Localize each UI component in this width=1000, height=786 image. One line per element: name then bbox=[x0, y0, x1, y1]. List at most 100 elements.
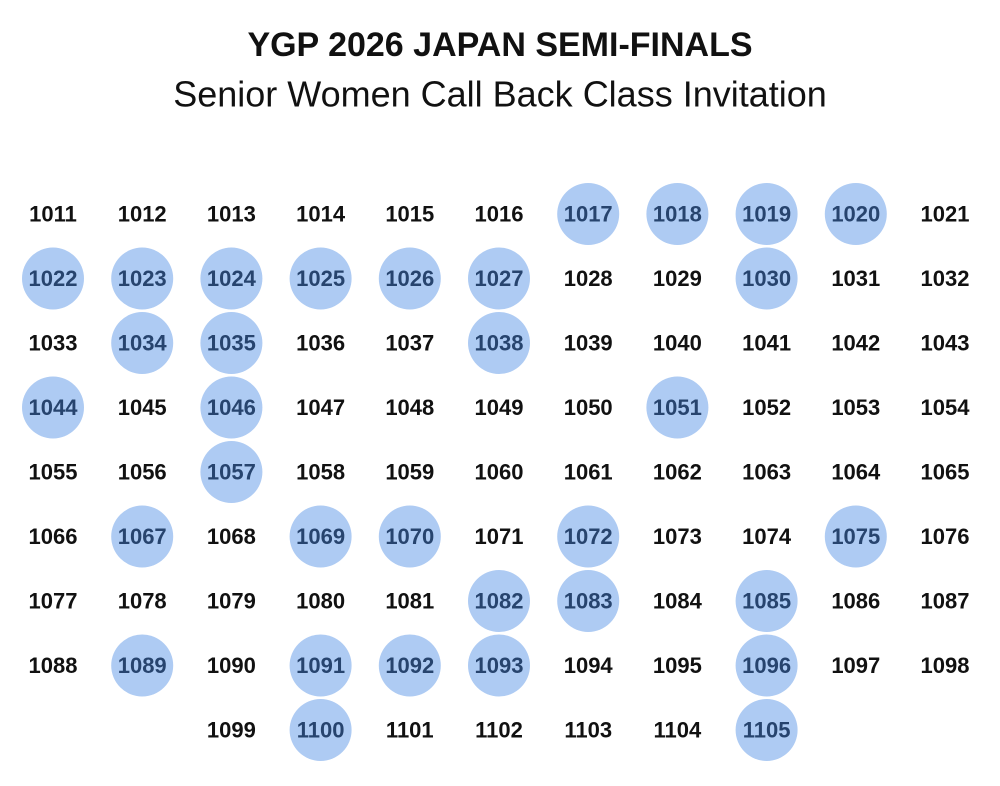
entry-number: 1049 bbox=[475, 395, 524, 420]
entry-number: 1053 bbox=[831, 395, 880, 420]
entry-number: 1078 bbox=[118, 589, 167, 614]
entry-number: 1056 bbox=[118, 460, 167, 485]
entry-number: 1095 bbox=[653, 653, 702, 678]
entry-number: 1102 bbox=[475, 718, 523, 743]
entry-number: 1087 bbox=[921, 589, 970, 614]
invited-highlight bbox=[289, 247, 352, 310]
entry-number: 1096 bbox=[742, 653, 791, 678]
entry-number: 1012 bbox=[118, 202, 167, 227]
invited-highlight bbox=[824, 183, 887, 245]
invited-highlight bbox=[289, 699, 352, 761]
entry-number: 1058 bbox=[296, 460, 345, 485]
invited-highlight bbox=[468, 312, 530, 374]
entry-number: 1051 bbox=[653, 395, 702, 420]
entry-number: 1069 bbox=[296, 524, 345, 549]
entry-number: 1067 bbox=[118, 524, 167, 549]
entry-number: 1066 bbox=[29, 524, 78, 549]
entry-number: 1076 bbox=[921, 524, 970, 549]
entry-number: 1072 bbox=[564, 524, 613, 549]
entry-number: 1061 bbox=[564, 460, 613, 485]
entry-number: 1027 bbox=[475, 266, 524, 291]
entry-number: 1043 bbox=[921, 331, 970, 356]
entry-number: 1081 bbox=[385, 589, 434, 614]
invited-highlight bbox=[557, 505, 620, 568]
entry-number: 1011 bbox=[29, 202, 77, 227]
entry-number: 1075 bbox=[831, 524, 880, 549]
entry-number: 1073 bbox=[653, 524, 702, 549]
entry-number: 1047 bbox=[296, 395, 345, 420]
entry-number: 1064 bbox=[831, 460, 881, 485]
entry-number: 1040 bbox=[653, 331, 702, 356]
entry-number: 1023 bbox=[118, 266, 167, 291]
entry-number: 1041 bbox=[742, 331, 791, 356]
entry-number: 1082 bbox=[475, 589, 524, 614]
invited-highlight bbox=[468, 570, 530, 632]
entry-number: 1020 bbox=[831, 202, 880, 227]
invited-highlight bbox=[200, 312, 263, 374]
entry-number: 1017 bbox=[564, 202, 613, 227]
invited-highlight bbox=[200, 376, 263, 439]
invited-highlight bbox=[378, 247, 441, 310]
entry-number: 1097 bbox=[831, 653, 880, 678]
entry-number: 1090 bbox=[207, 653, 256, 678]
entry-number: 1029 bbox=[653, 266, 702, 291]
entry-number: 1048 bbox=[385, 395, 434, 420]
entry-number: 1085 bbox=[742, 589, 791, 614]
invited-highlight bbox=[111, 634, 174, 697]
entry-number: 1070 bbox=[385, 524, 434, 549]
invited-highlight bbox=[557, 183, 620, 245]
entry-number: 1030 bbox=[742, 266, 791, 291]
entry-number: 1077 bbox=[29, 589, 78, 614]
entry-number: 1037 bbox=[385, 331, 434, 356]
title: YGP 2026 JAPAN SEMI-FINALS bbox=[247, 26, 752, 64]
entry-number: 1089 bbox=[118, 653, 167, 678]
entry-number: 1044 bbox=[29, 395, 79, 420]
number-grid: 1011 1012 1013 1014 1015 1016 1017 1018 1019 1020… bbox=[22, 183, 970, 761]
entry-number: 1045 bbox=[118, 395, 167, 420]
entry-number: 1074 bbox=[742, 524, 792, 549]
entry-number: 1036 bbox=[296, 331, 345, 356]
invited-highlight bbox=[22, 247, 84, 310]
subtitle: Senior Women Call Back Class Invitation bbox=[173, 74, 827, 115]
invited-highlight bbox=[557, 570, 620, 632]
invited-highlight bbox=[468, 247, 530, 310]
entry-number: 1016 bbox=[475, 202, 524, 227]
invited-highlight bbox=[824, 505, 887, 568]
entry-number: 1086 bbox=[831, 589, 880, 614]
invited-highlight bbox=[735, 699, 798, 761]
entry-number: 1100 bbox=[297, 718, 345, 743]
invited-highlight bbox=[735, 634, 798, 697]
entry-number: 1031 bbox=[831, 266, 880, 291]
entry-number: 1063 bbox=[742, 460, 791, 485]
entry-number: 1022 bbox=[29, 266, 78, 291]
entry-number: 1015 bbox=[385, 202, 434, 227]
entry-number: 1055 bbox=[29, 460, 78, 485]
entry-number: 1052 bbox=[742, 395, 791, 420]
entry-number: 1060 bbox=[475, 460, 524, 485]
entry-number: 1025 bbox=[296, 266, 345, 291]
entry-number: 1014 bbox=[296, 202, 346, 227]
invited-highlight bbox=[22, 376, 84, 439]
invited-highlight bbox=[468, 634, 530, 697]
invited-highlight bbox=[200, 441, 263, 503]
entry-number: 1098 bbox=[921, 653, 970, 678]
invited-highlight bbox=[111, 247, 174, 310]
entry-number: 1080 bbox=[296, 589, 345, 614]
entry-number: 1032 bbox=[921, 266, 970, 291]
entry-number: 1105 bbox=[743, 718, 791, 743]
entry-number: 1065 bbox=[921, 460, 970, 485]
entry-number: 1035 bbox=[207, 331, 256, 356]
entry-number: 1042 bbox=[831, 331, 880, 356]
entry-number: 1059 bbox=[385, 460, 434, 485]
entry-number: 1062 bbox=[653, 460, 702, 485]
invited-highlight bbox=[735, 183, 798, 245]
invited-highlight bbox=[735, 247, 798, 310]
entry-number: 1033 bbox=[29, 331, 78, 356]
entry-number: 1088 bbox=[29, 653, 78, 678]
entry-number: 1019 bbox=[742, 202, 791, 227]
entry-number: 1079 bbox=[207, 589, 256, 614]
invited-highlight bbox=[735, 570, 798, 632]
entry-number: 1104 bbox=[654, 718, 702, 743]
invited-highlight bbox=[289, 505, 352, 568]
